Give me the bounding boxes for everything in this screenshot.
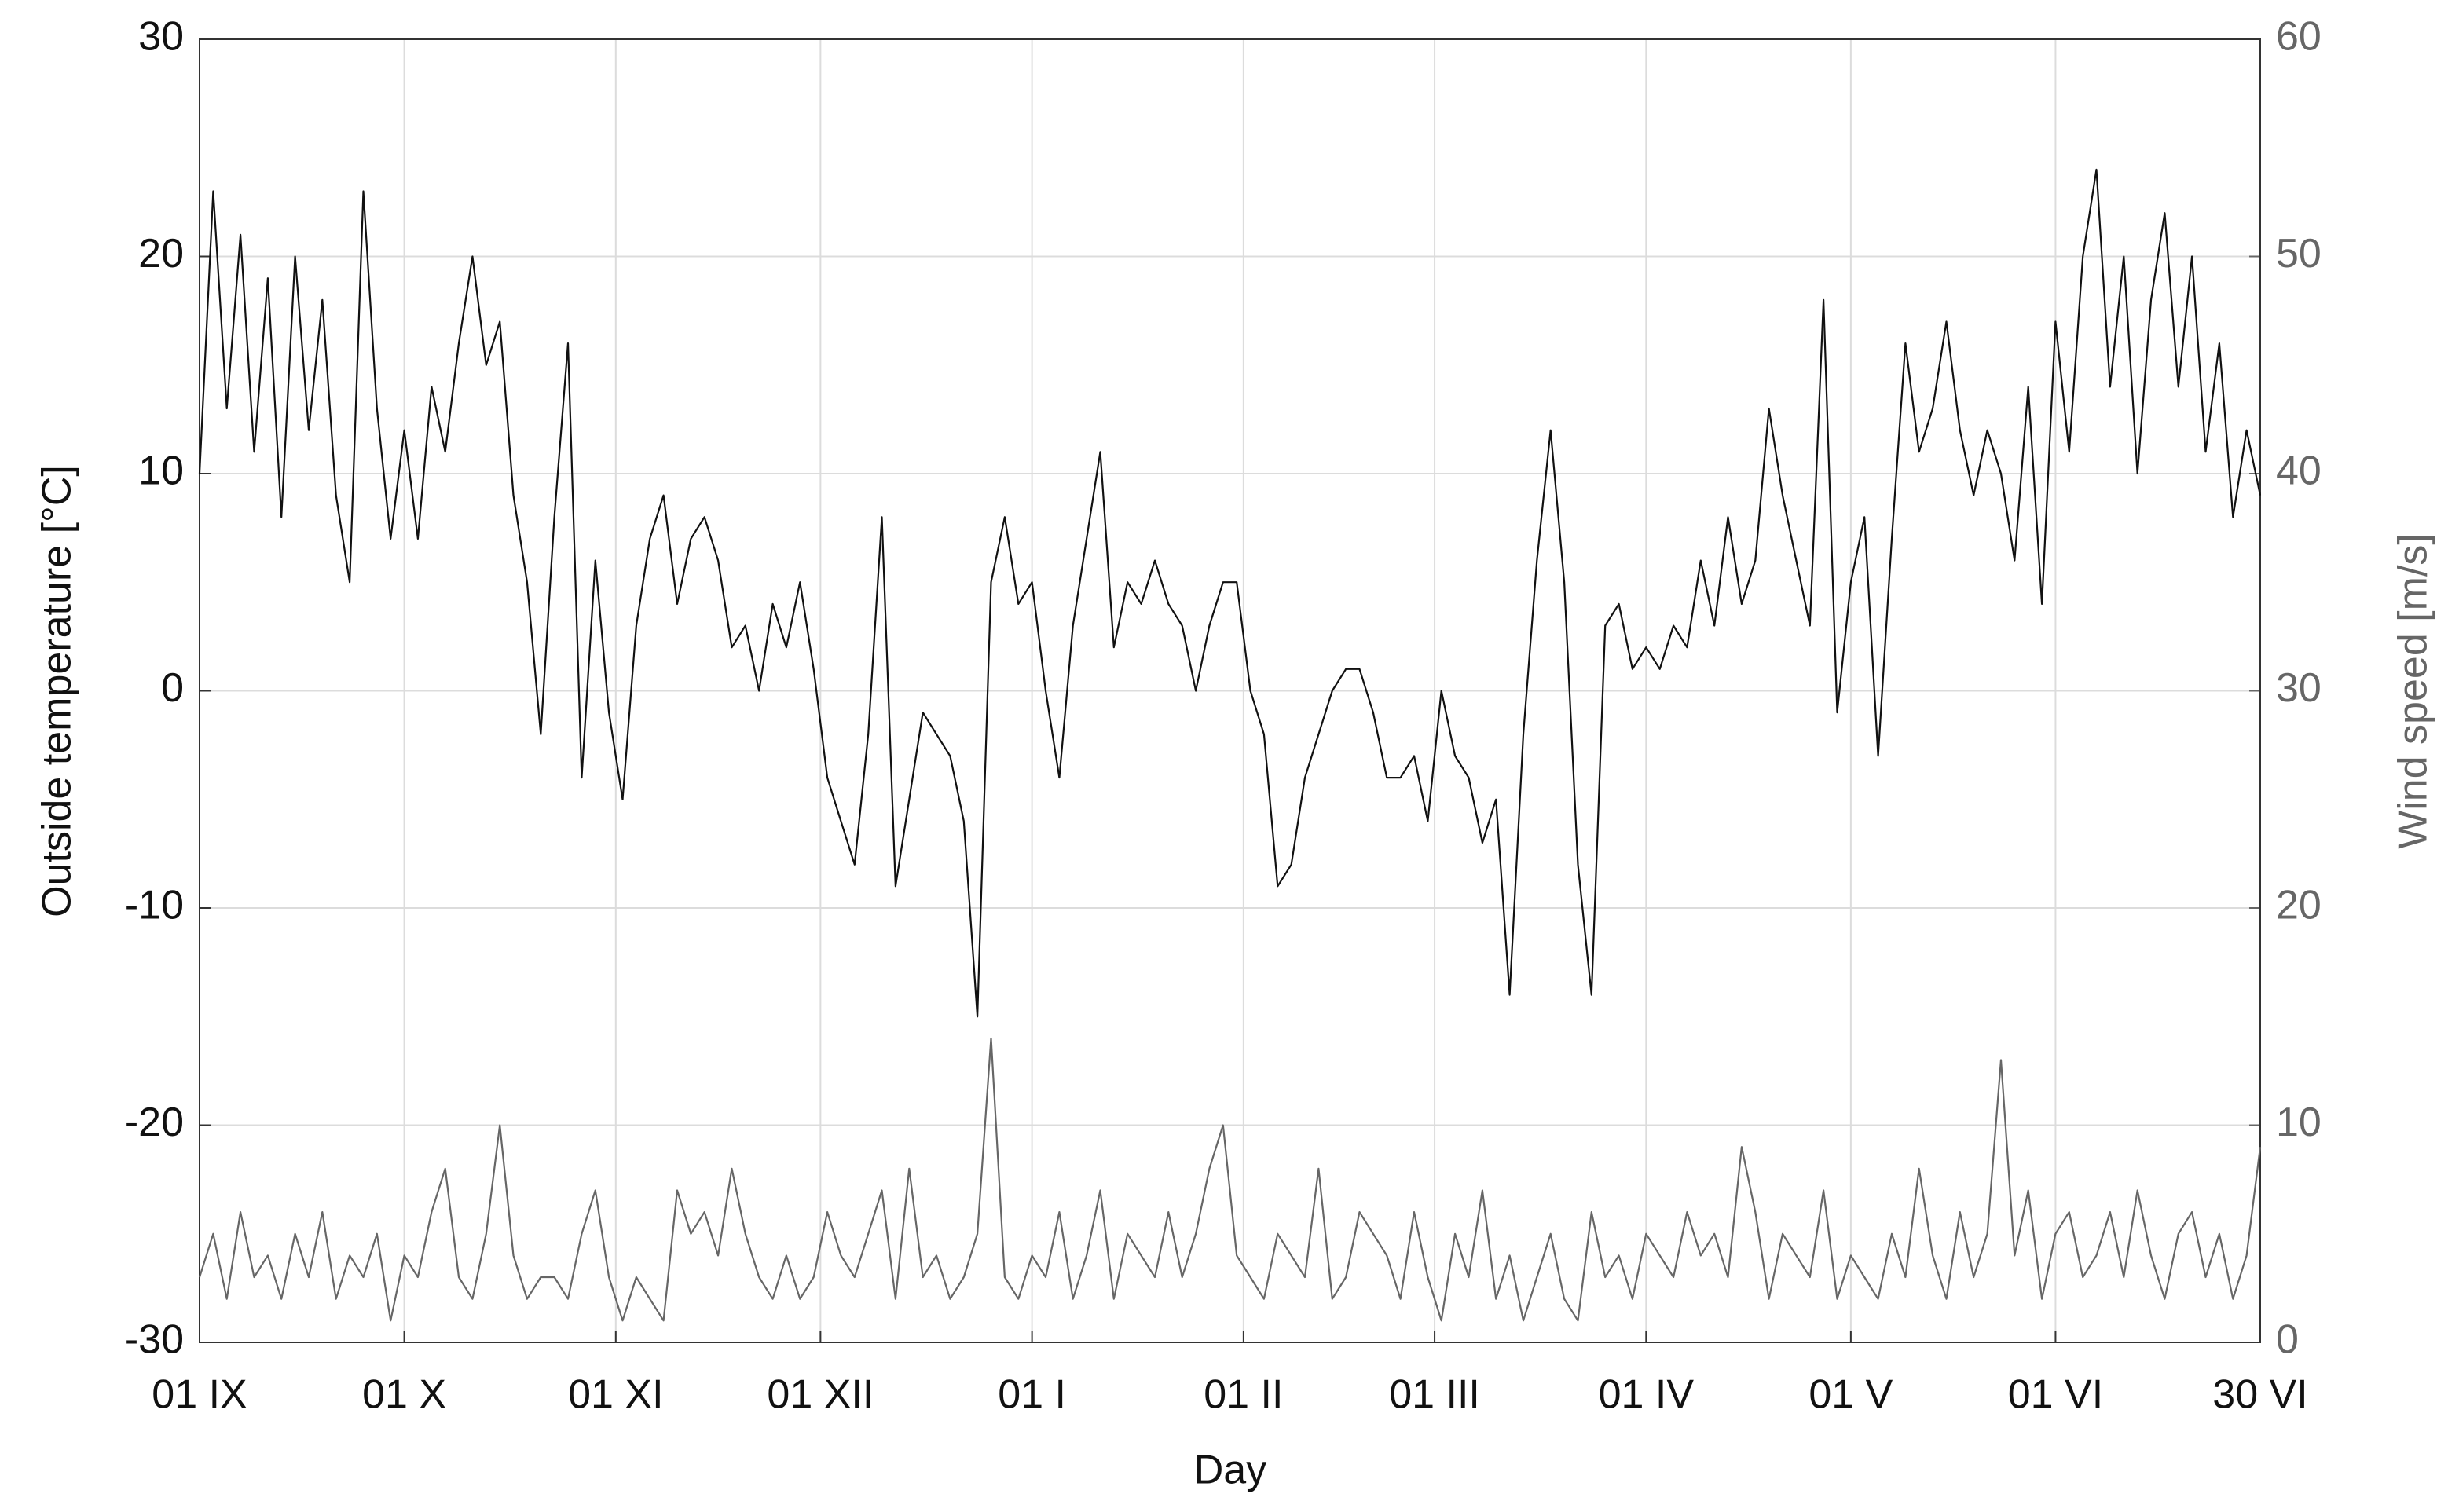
x-tick-label: 01 XII [767, 1372, 874, 1418]
x-tick-label: 01 III [1389, 1372, 1480, 1418]
y2-tick-label: 50 [2276, 231, 2322, 276]
y-tick-label: -20 [125, 1100, 184, 1145]
y-axis-label: Outside temperature [°C] [35, 465, 80, 917]
y2-tick-label: 10 [2276, 1100, 2322, 1145]
y2-tick-label: 0 [2276, 1317, 2299, 1363]
x-axis-label: Day [1194, 1448, 1266, 1493]
y-tick-label: -10 [125, 883, 184, 928]
y-tick-label: -30 [125, 1317, 184, 1363]
x-tick-label: 01 VI [2008, 1372, 2103, 1418]
y2-tick-label: 60 [2276, 14, 2322, 60]
x-tick-label: 01 II [1204, 1372, 1283, 1418]
x-tick-label: 01 IV [1599, 1372, 1695, 1418]
y-tick-label: 20 [138, 231, 184, 276]
y2-tick-label: 30 [2276, 665, 2322, 711]
y-tick-label: 30 [138, 14, 184, 60]
y-tick-label: 10 [138, 448, 184, 494]
y2-tick-label: 40 [2276, 448, 2322, 494]
x-tick-label: 01 I [998, 1372, 1066, 1418]
y2-tick-label: 20 [2276, 883, 2322, 928]
y2-axis-label: Wind speed [m/s] [2391, 533, 2436, 849]
plot-frame [199, 38, 2261, 1343]
x-tick-label: 01 XI [568, 1372, 663, 1418]
x-tick-label: 01 IX [152, 1372, 247, 1418]
x-tick-label: 30 VI [2212, 1372, 2307, 1418]
data-line [198, 1037, 2262, 1322]
y-tick-label: 0 [161, 665, 184, 711]
x-tick-label: 01 V [1809, 1372, 1893, 1418]
x-tick-label: 01 X [362, 1372, 446, 1418]
data-line [198, 168, 2262, 1018]
